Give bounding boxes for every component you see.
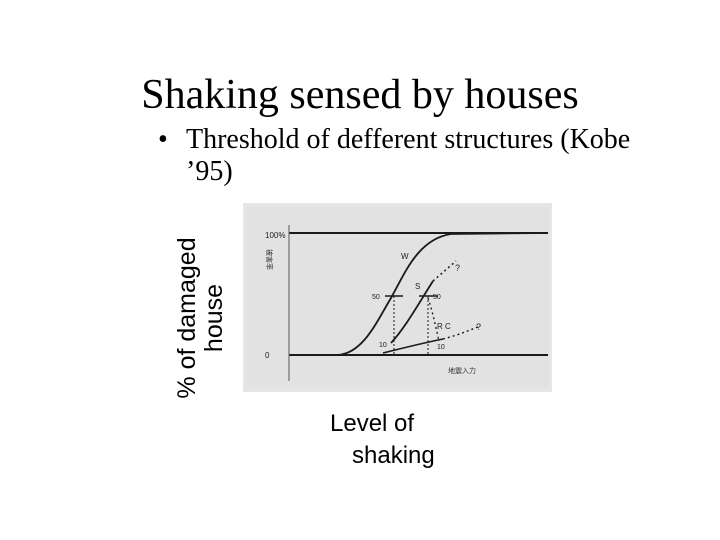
label-s: S [415, 282, 420, 291]
tick-0: 0 [265, 351, 270, 360]
bullet-marker: • [158, 124, 168, 155]
curve-rc-extension [442, 325, 481, 340]
damage-curve-svg: 100% 0 被害率 W S R C 50 50 10 10 ? ? 地震入力 [243, 203, 552, 392]
question-mark-rc: ? [476, 322, 481, 332]
label-50-right: 50 [433, 294, 441, 301]
tick-100: 100% [265, 231, 285, 240]
label-50-left: 50 [372, 294, 380, 301]
damage-curve-figure: 100% 0 被害率 W S R C 50 50 10 10 ? ? 地震入力 [243, 203, 552, 392]
y-axis-label-line1: % of damaged [173, 237, 201, 399]
label-10-right: 10 [437, 344, 445, 351]
label-w: W [401, 252, 409, 261]
curve-rc [382, 338, 444, 354]
y-caption-group: 被害率 [265, 249, 274, 270]
label-10-left: 10 [379, 342, 387, 349]
figure-paper-texture [246, 207, 549, 388]
x-axis-label: Level of shaking [300, 408, 490, 472]
y-axis-label: % of damaged house [173, 218, 228, 418]
label-rc: R C [437, 322, 451, 331]
y-axis-caption: 被害率 [265, 249, 274, 270]
y-axis-label-line2: house [200, 283, 228, 353]
x-axis-label-line2: shaking [352, 442, 435, 469]
slide-title: Shaking sensed by houses [141, 72, 579, 118]
x-axis-caption: 地震入力 [448, 366, 476, 375]
bullet-text: Threshold of defferent structures (Kobe … [186, 124, 631, 187]
curve-s [390, 280, 434, 344]
curve-w [337, 232, 549, 356]
curve-s-dashed-descent [427, 297, 440, 342]
x-axis-label-line1: Level of [330, 410, 415, 437]
curve-s-extension [432, 260, 457, 282]
question-mark-s: ? [455, 263, 460, 273]
